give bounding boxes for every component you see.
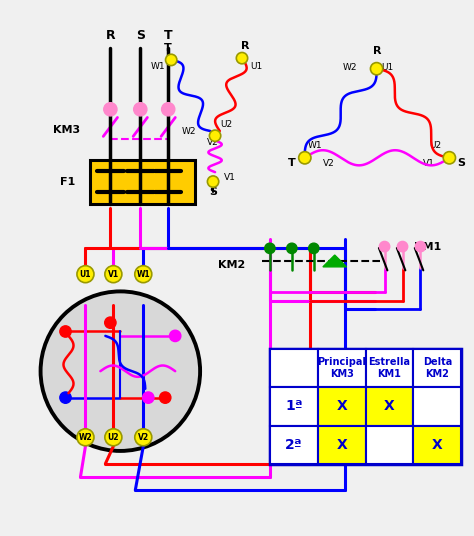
Text: W2: W2 (343, 63, 358, 72)
Bar (365, 426, 413, 464)
Circle shape (134, 103, 147, 116)
Bar (413, 388, 461, 426)
Text: R: R (374, 46, 382, 56)
Text: R: R (106, 29, 115, 42)
Circle shape (41, 292, 200, 451)
Circle shape (379, 241, 390, 252)
Bar (413, 426, 461, 464)
Text: T: T (164, 43, 172, 53)
Bar (270, 349, 318, 388)
Circle shape (170, 330, 181, 341)
Circle shape (135, 266, 152, 282)
Circle shape (237, 53, 247, 64)
FancyBboxPatch shape (270, 349, 461, 464)
Bar (91, 160, 195, 204)
Text: Delta
KM2: Delta KM2 (423, 358, 452, 379)
Circle shape (264, 243, 275, 254)
Circle shape (77, 266, 94, 282)
Text: X: X (384, 399, 395, 413)
Circle shape (60, 392, 71, 403)
Bar (365, 349, 413, 388)
Text: KM3: KM3 (53, 125, 80, 135)
Text: W2: W2 (182, 127, 196, 136)
Circle shape (210, 130, 221, 142)
Circle shape (77, 429, 94, 446)
Circle shape (60, 326, 71, 337)
Text: V2: V2 (323, 159, 335, 168)
Circle shape (443, 152, 456, 164)
Text: U1: U1 (80, 270, 91, 279)
Text: X: X (337, 437, 347, 452)
Circle shape (397, 241, 408, 252)
Circle shape (208, 176, 219, 187)
Text: V1: V1 (224, 173, 236, 182)
Text: U1: U1 (382, 63, 394, 72)
Text: S: S (136, 29, 145, 42)
Text: W2: W2 (79, 433, 92, 442)
Bar (413, 349, 461, 388)
Text: W1: W1 (151, 62, 165, 71)
Circle shape (165, 54, 177, 65)
Text: V2: V2 (138, 433, 149, 442)
Bar (365, 388, 413, 426)
Text: V2: V2 (207, 138, 219, 146)
Text: U1: U1 (250, 62, 262, 71)
Text: Estrella
KM1: Estrella KM1 (369, 358, 410, 379)
Circle shape (143, 392, 154, 403)
Circle shape (135, 429, 152, 446)
Text: S: S (209, 187, 217, 197)
Circle shape (371, 63, 383, 75)
Text: X: X (432, 437, 443, 452)
Text: 1ª: 1ª (285, 399, 302, 413)
Circle shape (105, 266, 122, 282)
Text: 2ª: 2ª (285, 437, 302, 452)
Circle shape (162, 103, 175, 116)
Text: V1: V1 (108, 270, 119, 279)
Text: KM1: KM1 (414, 242, 442, 252)
Circle shape (415, 241, 426, 252)
Circle shape (287, 243, 297, 254)
Text: S: S (457, 158, 465, 168)
Bar (270, 426, 318, 464)
Bar (318, 388, 365, 426)
Text: W1: W1 (137, 270, 150, 279)
Circle shape (104, 103, 117, 116)
Text: R: R (241, 41, 249, 51)
Circle shape (309, 243, 319, 254)
Text: U2: U2 (220, 120, 232, 129)
Text: U2: U2 (108, 433, 119, 442)
Polygon shape (323, 255, 346, 267)
Text: T: T (288, 158, 296, 168)
Circle shape (160, 392, 171, 403)
Bar (318, 349, 365, 388)
Text: U2: U2 (429, 141, 441, 150)
Text: W1: W1 (308, 141, 322, 150)
Circle shape (105, 429, 122, 446)
Circle shape (105, 317, 116, 329)
Text: X: X (337, 399, 347, 413)
Text: KM2: KM2 (218, 260, 246, 270)
Text: Principal
KM3: Principal KM3 (317, 358, 366, 379)
Text: F1: F1 (60, 176, 75, 187)
Circle shape (299, 152, 311, 164)
Bar (270, 388, 318, 426)
Bar (318, 426, 365, 464)
Text: V1: V1 (422, 159, 434, 168)
Text: T: T (164, 29, 173, 42)
